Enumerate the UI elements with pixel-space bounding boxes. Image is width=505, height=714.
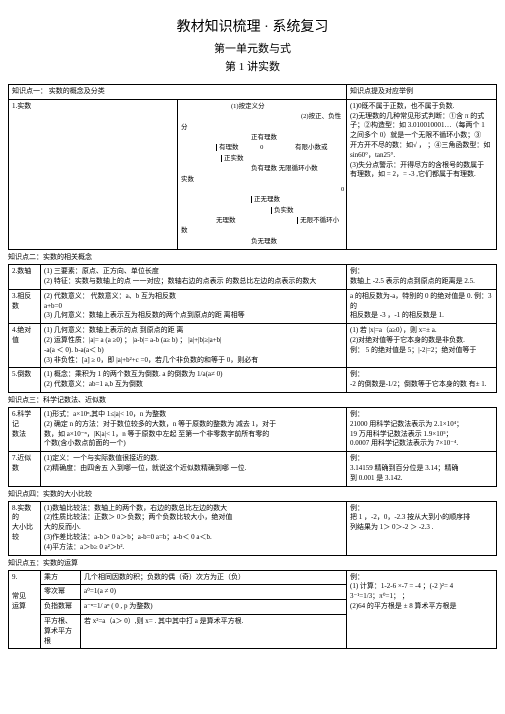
row1-right: (1)0既不属于正数，也不属于负数. (2)无理数的几种常见形式判断：①含 π … [347, 99, 497, 249]
row9-2b: a⁰=1(a ≠ 0) [81, 585, 347, 600]
section1-label: 知识点一： 实数的概念及分类 [9, 85, 347, 100]
row9-4a: 平方根、 算术平方根 [41, 614, 81, 648]
row4-right: (1) 若 |x|=a（a≥0），则 x=± a. (2)对绝对值等于它本身的数… [347, 324, 497, 368]
row3-right: a 的相反数为-a，特别的 0 的绝对值是 0. 例：3 的 相反数是 -3 ，… [347, 289, 497, 323]
row2-right: 例： 数轴上 -2.5 表示的点到原点的距离是 2.5. [347, 265, 497, 290]
row7-label: 7.近似数 [9, 452, 41, 486]
row8-right: 例： 把 1 ，-2，0，-2.3 按从大到小的顺序排 列结果为 1＞ 0＞-2… [347, 501, 497, 555]
row6-content: (1)形式：a×10ⁿ,其中 1≤|a|< 10，n 为整数 (2) 确定 n … [41, 408, 347, 452]
table-section3: 6.科学记 数法 (1)形式：a×10ⁿ,其中 1≤|a|< 10，n 为整数 … [8, 407, 497, 487]
row9-1a: 乘方 [41, 570, 81, 585]
row1-tree: (1)按定义分 (2)按正、负性分 正有理数 有理数 0 有限小数或 正实数 负… [178, 99, 347, 249]
row7-content: (1)定义：一个与实际数值很接近的数. (2)精确度：由四舍五 入到哪一位，就说… [41, 452, 347, 486]
section3-label: 知识点三：科学记数法、近似数 [8, 395, 497, 405]
section4-label: 知识点四：实数的大小比较 [8, 489, 497, 499]
row7-right: 例： 3.14159 精确到百分位是 3.14；精确 到 0.001 是 3.1… [347, 452, 497, 486]
row6-right: 例： 21000 用科学记数法表示为 2.1×10⁴； 19 万用科学记数法表示… [347, 408, 497, 452]
table-section4: 8.实数的 大小比较 (1)数轴比较法：数轴上的两个数，右边的数总比左边的数大 … [8, 501, 497, 556]
section5-label: 知识点五：实数的运算 [8, 558, 497, 568]
row9-3b: a⁻ⁿ=1/ aⁿ ( 0 , p 为整数) [81, 600, 347, 615]
row9-label: 9. 常见 运算 [9, 570, 41, 649]
row2-label: 2.数轴 [9, 265, 41, 290]
row9-2a: 零次幂 [41, 585, 81, 600]
row9-right: 例： (1) 计算：1-2-6 ×-7 = -4 ；(-2 )²= 4 3⁻¹=… [347, 570, 497, 649]
row9-1b: 几个相同因数的积；负数的偶（奇）次方为正（负） [81, 570, 347, 585]
section2-label: 知识点二：实数的相关概念 [8, 252, 497, 262]
title-lecture: 第 1 讲实数 [8, 58, 497, 74]
row5-label: 5.倒数 [9, 368, 41, 393]
table-section5: 9. 常见 运算 乘方 几个相同因数的积；负数的偶（奇）次方为正（负） 例： (… [8, 570, 497, 650]
title-unit: 第一单元数与式 [8, 40, 497, 56]
row9-3a: 负指数幂 [41, 600, 81, 615]
row5-content: (1) 概念：乘积为 1 的两个数互为倒数. a 的倒数为 1/a(a≠ 0) … [41, 368, 347, 393]
row2-content: (1) 三要素：原点、正方向、单位长度 (2) 特征：实数与数轴上的点 一一对应… [41, 265, 347, 290]
table-section2: 2.数轴 (1) 三要素：原点、正方向、单位长度 (2) 特征：实数与数轴上的点… [8, 264, 497, 393]
row4-label: 4.绝对值 [9, 324, 41, 368]
table-section1: 知识点一： 实数的概念及分类 知识点提及对应举例 1.实数 (1)按定义分 (2… [8, 84, 497, 250]
row6-label: 6.科学记 数法 [9, 408, 41, 452]
title-main: 教材知识梳理 · 系统复习 [8, 16, 497, 36]
row4-content: (1) 几何意义：数轴上表示的点 到原点的距 离 (2) 运算性质：|a|= a… [41, 324, 347, 368]
row5-right: 例： -2 的倒数是-1/2；倒数等于它本身的数 有± 1. [347, 368, 497, 393]
section1-header-right: 知识点提及对应举例 [347, 85, 497, 100]
row3-label: 3.相反数 [9, 289, 41, 323]
row3-content: (2) 代数意义： 代数意义：a、b 互为相反数 a+b=0 (3) 几何意义：… [41, 289, 347, 323]
row1-label: 1.实数 [9, 99, 178, 249]
row8-content: (1)数轴比较法：数轴上的两个数，右边的数总比左边的数大 (2)性质比较法：正数… [41, 501, 347, 555]
row8-label: 8.实数的 大小比较 [9, 501, 41, 555]
row9-4b: 若 x²=a（a＞ 0）,则 x= . 其中其中打 a 是算术平方根. [81, 614, 347, 648]
